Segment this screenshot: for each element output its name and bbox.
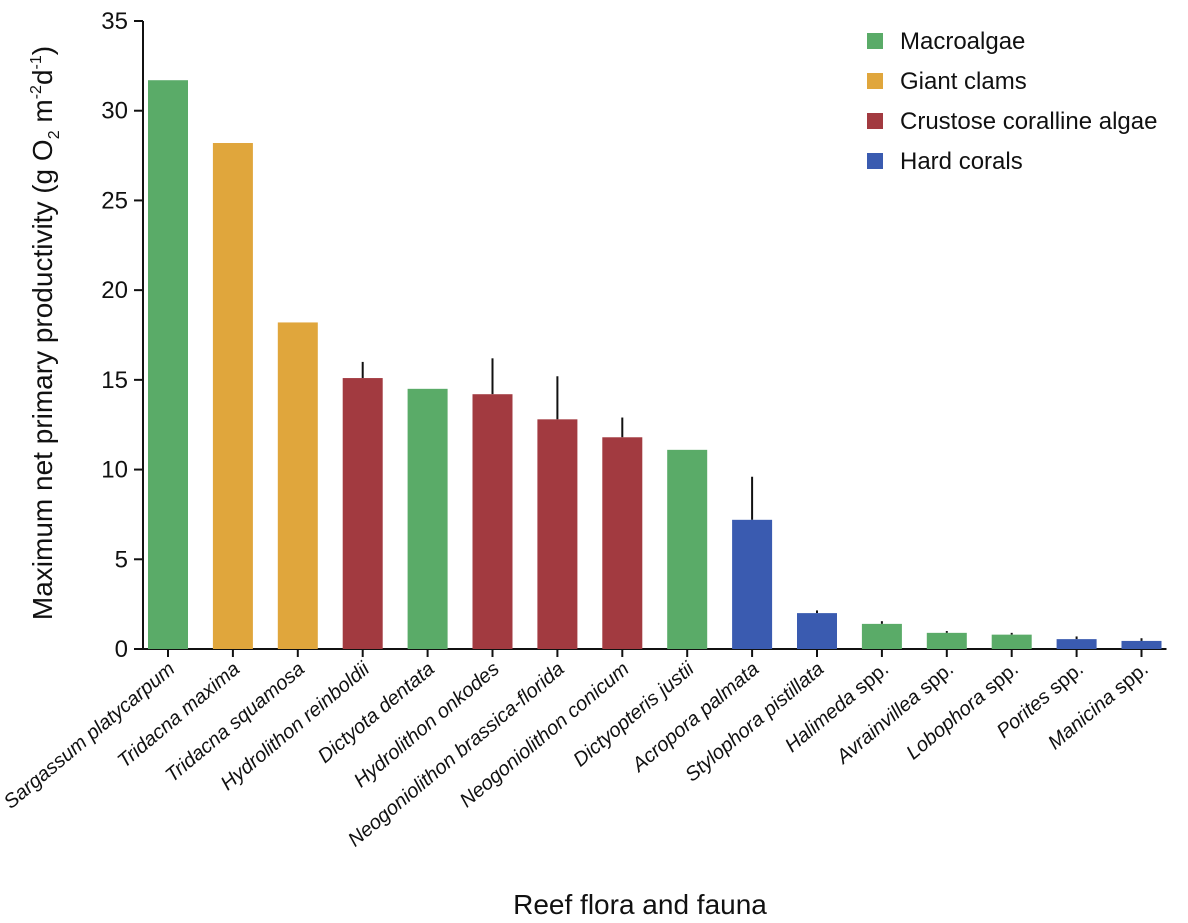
- x-axis-title: Reef flora and fauna: [513, 889, 767, 920]
- y-axis-title-subscript: 2: [46, 130, 63, 139]
- bar: [732, 519, 773, 649]
- bar: [472, 394, 513, 649]
- bar: [537, 419, 578, 649]
- bar: [1121, 640, 1162, 649]
- x-tick-label: Dictyota dentata: [314, 658, 439, 768]
- legend-swatch: [867, 153, 883, 169]
- x-tick-label: Avrainvillea spp.: [832, 658, 958, 769]
- bar: [602, 437, 643, 649]
- legend: Macroalgae Giant clams Crustose coralline …: [867, 28, 1157, 175]
- legend-label: Crustose coralline algae: [900, 108, 1157, 135]
- y-axis-title-main: Maximum net primary productivity (g O: [27, 139, 58, 620]
- y-tick-label: 15: [101, 367, 128, 394]
- y-axis-title-d: d: [27, 69, 58, 85]
- y-tick-label: 35: [101, 8, 128, 35]
- bar: [212, 143, 253, 650]
- bar: [991, 634, 1032, 649]
- y-axis-title-superscript-1: -2: [28, 85, 45, 99]
- bar: [148, 80, 188, 649]
- y-tick-label: 30: [101, 98, 128, 125]
- legend-swatch: [867, 113, 883, 129]
- bar: [667, 449, 708, 649]
- y-tick-label: 5: [115, 546, 128, 573]
- y-axis-title-end: ): [27, 46, 58, 55]
- legend-label: Giant clams: [900, 68, 1027, 95]
- bar: [861, 623, 902, 649]
- bar: [926, 632, 967, 649]
- x-tick-label: Lobophora spp.: [902, 658, 1023, 764]
- legend-swatch: [867, 33, 883, 49]
- y-tick-label: 20: [101, 277, 128, 304]
- y-tick-label: 0: [115, 636, 128, 663]
- y-tick-label: 10: [101, 457, 128, 484]
- y-axis-title: Maximum net primary productivity (g O2 m…: [27, 46, 63, 620]
- y-axis-title-mid: m: [27, 99, 58, 130]
- y-tick-label: 25: [101, 187, 128, 214]
- bar: [277, 322, 318, 649]
- legend-swatch: [867, 73, 883, 89]
- bar: [342, 378, 383, 649]
- legend-label: Macroalgae: [900, 28, 1025, 55]
- bar: [797, 613, 837, 649]
- y-axis-title-superscript-2: -1: [28, 55, 45, 69]
- bar: [1056, 639, 1097, 649]
- legend-label: Hard corals: [900, 148, 1023, 175]
- bar: [407, 388, 448, 649]
